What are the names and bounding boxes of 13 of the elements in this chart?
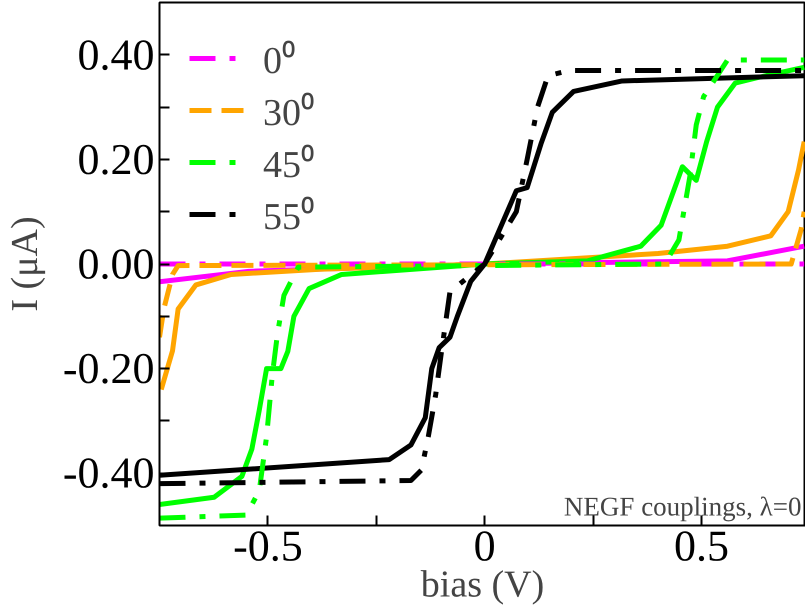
legend-label: 55⁰ (263, 195, 314, 240)
annotation: NEGF couplings, λ=0 (564, 492, 802, 522)
y-tick-label: 0.00 (78, 240, 154, 288)
x-tick-label: 0.5 (674, 522, 729, 570)
legend-label: 0⁰ (263, 39, 295, 84)
legend-label: 30⁰ (263, 91, 314, 136)
y-axis-title: I (μA) (4, 216, 46, 312)
y-tick-label: -0.20 (62, 344, 155, 394)
y-tick-label: 0.40 (78, 30, 154, 80)
y-tick-label: -0.40 (62, 448, 155, 498)
x-tick-label: -0.5 (233, 522, 303, 570)
legend-label: 45⁰ (263, 143, 314, 188)
y-tick-label: 0.20 (78, 134, 154, 184)
